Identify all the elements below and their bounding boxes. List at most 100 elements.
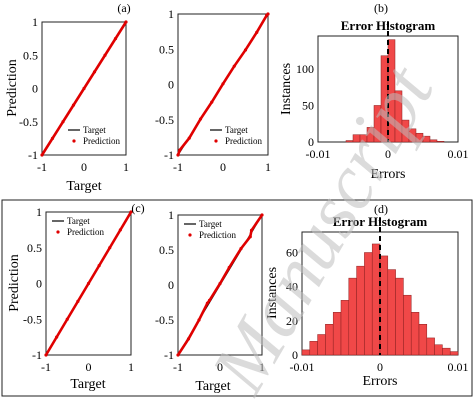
prediction-point-a2 [187,136,191,140]
legend-target-label-a1: Target [83,125,106,135]
panel-tag-b: (b) [374,1,388,15]
y-tick-label-c2: -1 [164,348,174,362]
histogram-bar-d [325,324,334,356]
y-axis-label-a1: Prediction [5,59,20,117]
histogram-bar-d [348,277,357,356]
y-tick-label-a2: -1 [164,148,174,162]
y-tick-label-c1: 1 [36,205,42,219]
prediction-point-c2 [176,353,180,357]
prediction-point-a1 [71,103,76,107]
y-axis-label-c1: Prediction [7,254,22,312]
histogram-bar-d [449,351,459,356]
histogram-bar-b [436,141,445,143]
y-tick-label-c1: 0 [36,277,42,291]
prediction-point-a2 [266,12,270,16]
prediction-point-a2 [176,153,180,157]
y-tick-label-a1: 0.5 [23,48,38,62]
y-tick-label-a2: 0 [168,78,174,92]
prediction-point-c2 [227,265,231,270]
prediction-point-c2 [260,213,264,217]
x-tick-label-d: -0.01 [290,360,315,374]
prediction-point-a1 [50,136,55,140]
x-axis-label-a1: Target [66,179,101,194]
x-tick-label-c1: -1 [41,360,51,374]
panel-tag-a1: (a) [117,1,130,15]
plot-frame-a1 [41,21,127,156]
y-tick-label-c1: -1 [32,348,42,362]
prediction-point-a1 [92,70,97,74]
prediction-point-c1 [97,264,101,268]
prediction-point-c2 [248,235,252,239]
prediction-point-a1 [124,20,128,24]
histogram-bar-d [364,252,373,356]
x-tick-label-b: 0 [385,147,391,161]
legend-prediction-swatch-c2 [188,233,192,237]
x-tick-label-a2: 1 [265,160,271,174]
x-tick-label-a2: -1 [173,160,183,174]
y-axis-label-b: Instances [279,63,294,115]
x-tick-label-b: 0.01 [448,147,469,161]
prediction-point-c2 [218,282,222,286]
histogram-bar-d [426,337,435,356]
histogram-bar-d [356,265,365,356]
histogram-bar-d [379,255,389,356]
x-axis-label-c2: Target [195,379,230,394]
histogram-bar-d [387,269,396,356]
legend-prediction-swatch-c1 [56,230,60,234]
legend-target-label-c2: Target [199,219,222,229]
histogram-bar-b [394,90,403,143]
prediction-point-c2 [249,228,254,232]
x-tick-label-c2: 0 [217,360,223,374]
histogram-bar-d [309,341,318,356]
prediction-point-c1 [44,353,48,357]
prediction-point-c2 [205,301,209,305]
legend-prediction-swatch-a2 [214,139,218,143]
x-tick-label-c1: 1 [128,360,134,374]
x-tick-label-d: 0 [377,360,383,374]
histogram-bar-d [410,312,420,356]
y-tick-label-a1: -1 [28,148,38,162]
y-tick-label-b: 50 [302,98,314,112]
y-tick-label-d: 40 [286,280,298,294]
y-tick-label-c2: 0 [168,278,174,292]
prediction-point-a2 [255,30,259,34]
x-tick-label-d: 0.01 [448,360,469,374]
histogram-bar-d [340,300,350,356]
prediction-point-a2 [221,82,225,86]
prediction-point-c1 [118,228,122,232]
legend-prediction-swatch-a1 [72,139,76,143]
prediction-point-a2 [198,117,203,121]
y-axis-label-d: Instances [265,267,280,319]
histogram-bar-d [434,344,443,356]
prediction-point-a1 [113,37,118,41]
lower-row-frame [1,199,473,397]
legend-prediction-label-a1: Prediction [83,136,120,146]
prediction-point-c2 [239,247,243,251]
prediction-point-c2 [197,318,201,322]
y-tick-label-a2: -0.5 [155,113,174,127]
histogram-bar-d [442,347,451,356]
histogram-bar-d [301,349,311,356]
y-tick-label-d: 60 [286,246,298,260]
y-tick-label-d: 20 [286,314,298,328]
histogram-bar-b [429,139,438,143]
prediction-point-c1 [65,317,69,321]
panel-tag-c1: (c) [131,201,144,215]
y-tick-label-c2: 1 [168,208,174,222]
legend-target-label-c1: Target [67,216,90,226]
x-axis-label-d: Errors [363,374,398,389]
prediction-point-a1 [82,86,86,91]
histogram-bar-b [422,135,431,143]
legend-prediction-label-c1: Prediction [67,227,104,237]
histogram-bar-d [317,334,326,356]
prediction-point-c1 [108,246,112,250]
legend-prediction-label-c2: Prediction [199,230,236,240]
x-tick-label-b: -0.01 [306,147,331,161]
x-tick-label-c2: -1 [173,360,183,374]
y-tick-label-d: 0 [292,348,298,362]
histogram-bar-d [418,324,428,356]
chart-title-b: Error Histogram [341,18,436,33]
